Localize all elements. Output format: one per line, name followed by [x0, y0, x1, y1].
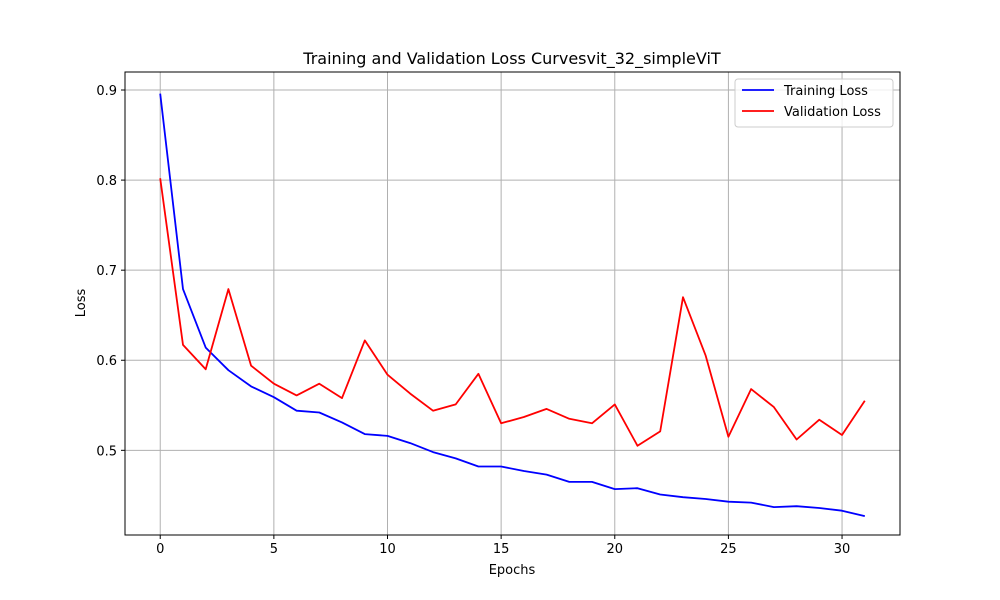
x-tick-label: 5 — [270, 542, 278, 557]
x-tick-label: 0 — [156, 542, 164, 557]
legend-box — [734, 78, 894, 128]
x-axis-label: Epochs — [489, 563, 536, 578]
series-layer — [159, 93, 866, 517]
chart-title: Training and Validation Loss Curvesvit_3… — [302, 49, 721, 69]
plot-frame — [124, 71, 901, 536]
y-axis-label: Loss — [74, 289, 89, 318]
y-tick-label: 0.8 — [96, 174, 117, 189]
series-line-training-loss — [159, 93, 866, 517]
x-tick-label: 10 — [379, 542, 396, 557]
series-line-validation-loss — [159, 178, 866, 447]
y-tick-label: 0.5 — [96, 444, 117, 459]
legend-label: Validation Loss — [784, 105, 881, 120]
y-tick-label: 0.7 — [96, 264, 117, 279]
legend: Training Loss Validation Loss — [734, 78, 894, 128]
grid — [125, 72, 900, 535]
x-tick-label: 15 — [493, 542, 510, 557]
x-tick-label: 25 — [720, 542, 737, 557]
legend-label: Training Loss — [783, 84, 868, 99]
x-tick-label: 20 — [606, 542, 623, 557]
x-tick-label: 30 — [834, 542, 851, 557]
y-tick-label: 0.9 — [96, 84, 117, 99]
ticks: 0 5 10 15 20 25 30 0.5 0.6 0.7 0.8 0.9 — [96, 84, 850, 557]
y-tick-label: 0.6 — [96, 354, 117, 369]
